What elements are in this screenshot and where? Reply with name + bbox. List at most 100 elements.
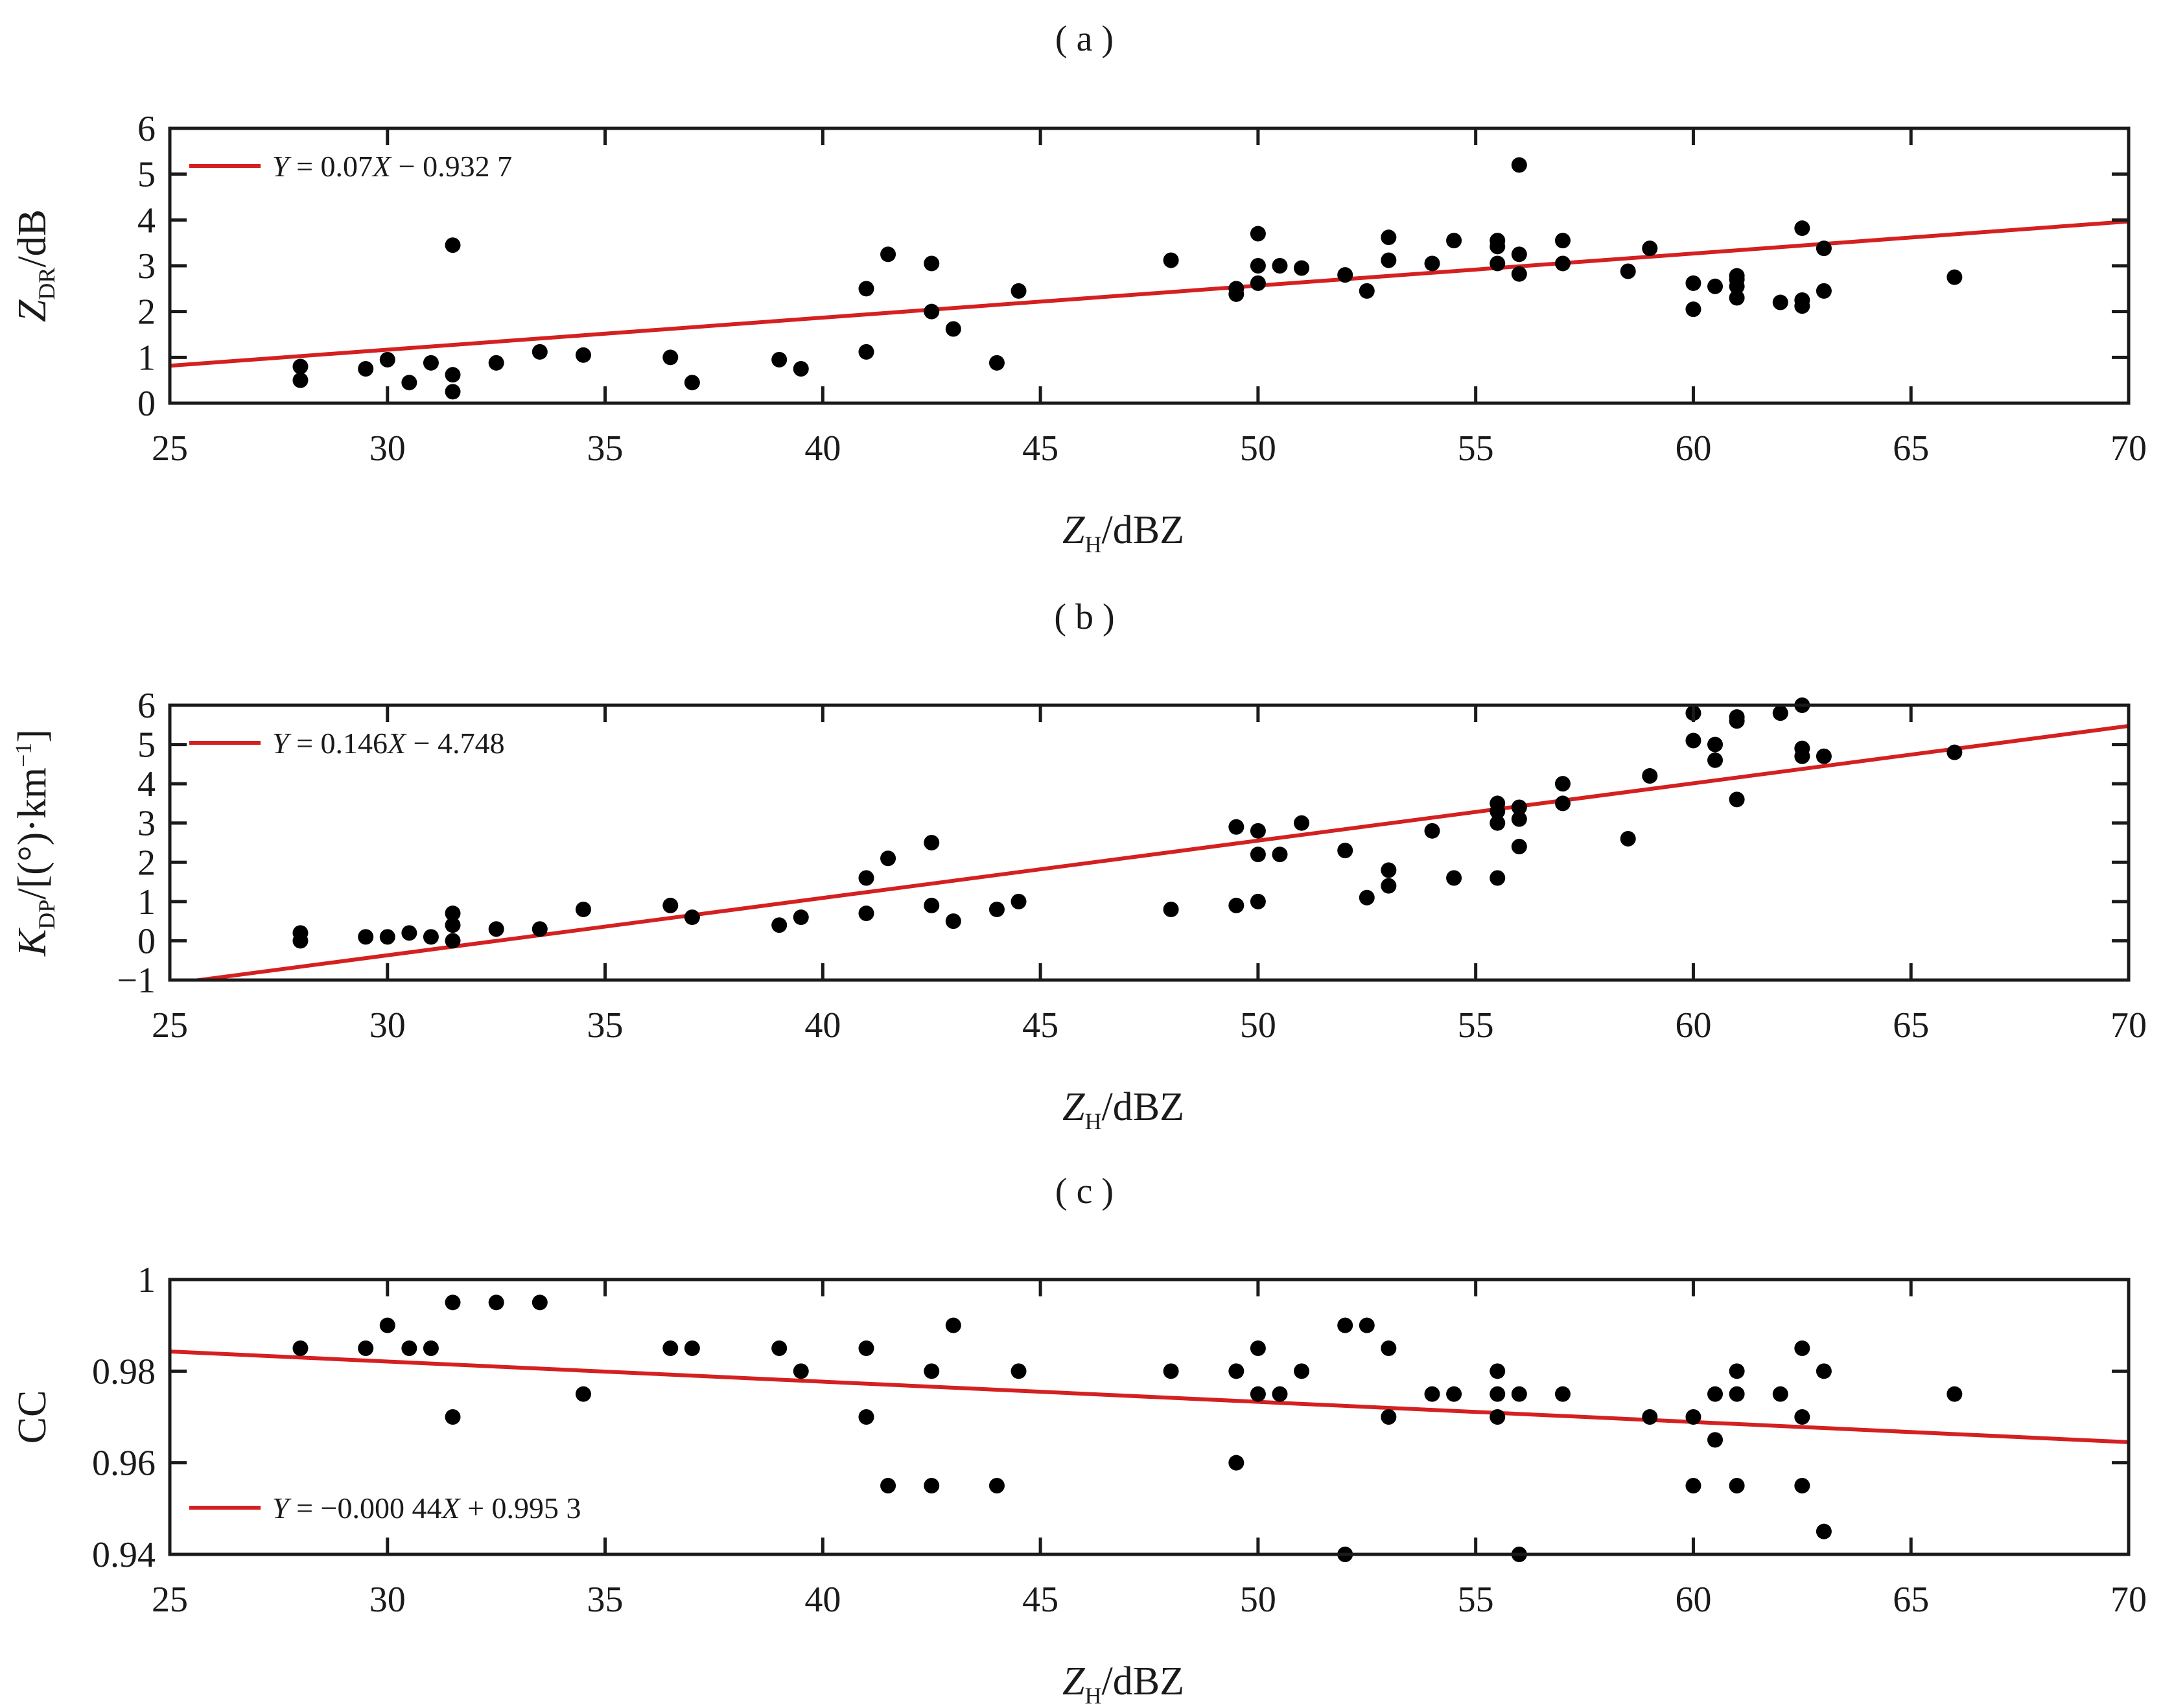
x-tick-label: 45 — [1022, 428, 1058, 469]
data-point — [445, 933, 461, 949]
data-point — [988, 901, 1005, 917]
data-point — [1424, 255, 1440, 272]
x-tick-label: 45 — [1022, 1005, 1058, 1046]
chart-panel-2: ( b )25 30 35 40 45 50 55 60 65 70−10123456ZH/dBZ… — [10, 597, 2147, 1134]
data-point — [1794, 740, 1810, 756]
legend: Y = −0.000 44X + 0.995 3 — [189, 1492, 581, 1525]
data-point — [1685, 275, 1701, 291]
data-point — [532, 921, 548, 937]
x-tick-label: 35 — [587, 428, 624, 469]
data-point — [292, 358, 309, 375]
data-point — [858, 870, 874, 886]
legend: Y = 0.07X − 0.932 7 — [189, 150, 512, 183]
x-tick-label: 30 — [369, 1005, 406, 1046]
data-point — [1816, 240, 1832, 257]
data-point — [924, 897, 940, 913]
data-point — [684, 1340, 700, 1356]
data-point — [1228, 1363, 1245, 1379]
y-tick-label: 4 — [137, 764, 156, 804]
data-point — [401, 375, 417, 391]
data-point — [1359, 889, 1375, 906]
data-point — [1250, 275, 1266, 291]
data-point — [292, 372, 309, 388]
data-point — [423, 1340, 439, 1356]
data-point — [1446, 870, 1462, 886]
data-point — [401, 925, 417, 941]
x-axis-label: ZH/dBZ — [1062, 1085, 1184, 1134]
data-point — [1250, 893, 1266, 909]
data-point — [1772, 294, 1788, 310]
data-point — [880, 246, 896, 263]
data-point — [1250, 258, 1266, 274]
data-point — [945, 321, 961, 337]
data-point — [1424, 1386, 1440, 1402]
data-point — [1446, 233, 1462, 249]
data-point — [488, 1294, 504, 1311]
data-point — [1011, 283, 1027, 299]
x-axis-label: ZH/dBZ — [1062, 1659, 1184, 1708]
data-point — [1707, 752, 1724, 768]
data-point — [1381, 1409, 1397, 1425]
data-point — [401, 1340, 417, 1356]
x-axis-label: ZH/dBZ — [1062, 508, 1184, 557]
data-point — [1729, 290, 1745, 306]
data-point — [1729, 1478, 1745, 1493]
y-tick-label: 2 — [137, 843, 156, 883]
data-point — [945, 1317, 961, 1333]
data-point — [1490, 815, 1506, 831]
x-tick-label: 40 — [804, 1580, 841, 1620]
x-tick-label: 60 — [1675, 1580, 1711, 1620]
data-point — [1642, 1409, 1658, 1425]
data-point — [1228, 1455, 1245, 1471]
data-point — [662, 897, 679, 913]
data-point — [423, 929, 439, 945]
data-point — [1511, 266, 1527, 282]
data-point — [1272, 258, 1288, 274]
data-point — [1228, 897, 1245, 913]
y-tick-label: 0 — [137, 921, 156, 961]
data-point — [1250, 823, 1266, 839]
x-tick-label: 55 — [1458, 1580, 1494, 1620]
data-point — [1772, 705, 1788, 721]
data-point — [1794, 1409, 1810, 1425]
data-point — [1685, 732, 1701, 749]
data-point — [1228, 819, 1245, 835]
y-axis-label: ZDR/dB — [10, 209, 60, 322]
data-point — [488, 921, 504, 937]
data-point — [1381, 1340, 1397, 1356]
data-point — [488, 355, 504, 371]
y-tick-label: 0.98 — [92, 1351, 156, 1392]
y-tick-label: 5 — [137, 725, 156, 766]
y-tick-label: −1 — [117, 961, 156, 1001]
data-point — [1729, 1363, 1745, 1379]
data-point — [924, 835, 940, 850]
data-point — [1554, 795, 1571, 812]
data-point — [423, 355, 439, 371]
data-point — [1511, 811, 1527, 827]
data-point — [445, 367, 461, 383]
data-point — [1554, 255, 1571, 272]
x-tick-label: 50 — [1240, 428, 1276, 469]
plot-frame — [168, 703, 2131, 982]
data-point — [445, 237, 461, 253]
y-tick-label: 2 — [137, 292, 156, 333]
data-point — [880, 850, 896, 867]
y-tick-label: 5 — [137, 155, 156, 195]
data-point — [1707, 736, 1724, 753]
data-point — [1228, 281, 1245, 297]
data-point — [379, 351, 395, 368]
y-tick-label: 4 — [137, 200, 156, 240]
x-tick-label: 25 — [152, 1580, 188, 1620]
data-point — [1250, 847, 1266, 863]
x-tick-label: 50 — [1240, 1005, 1276, 1046]
data-point — [1011, 893, 1027, 909]
data-point — [1685, 1478, 1701, 1493]
x-tick-label: 30 — [369, 428, 406, 469]
data-point — [858, 344, 874, 360]
data-point — [858, 906, 874, 922]
data-point — [1337, 843, 1353, 859]
data-point — [1250, 1340, 1266, 1356]
data-point — [1359, 1317, 1375, 1333]
data-point — [1707, 1386, 1724, 1402]
